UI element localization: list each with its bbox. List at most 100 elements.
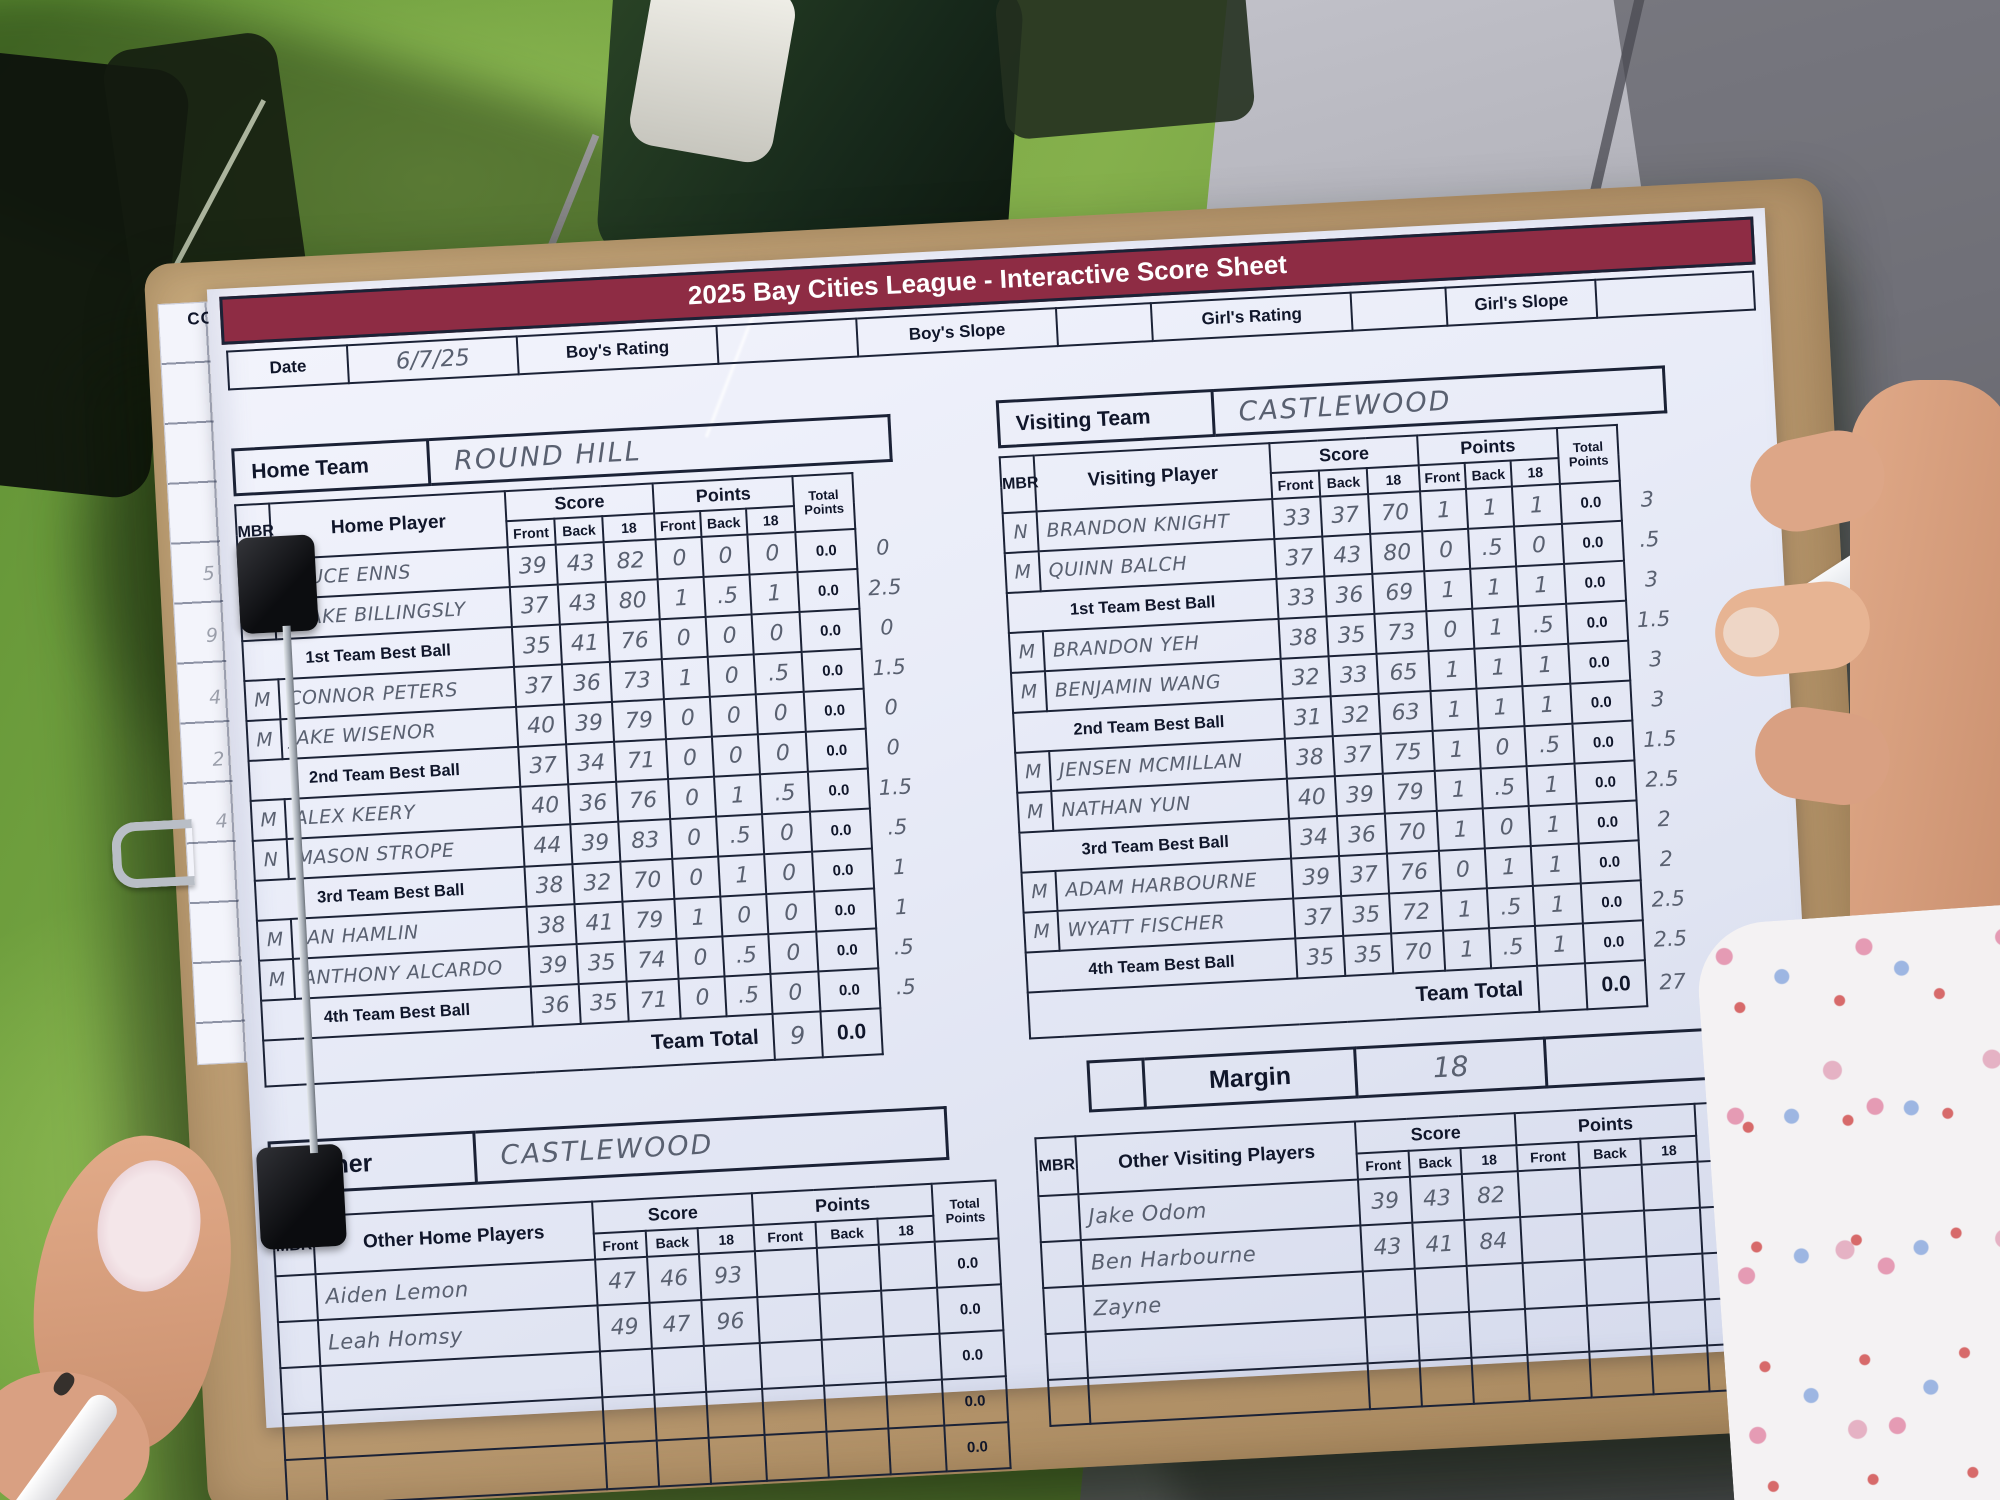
points-cell: 1	[1424, 568, 1473, 612]
points-cell: 0	[676, 936, 725, 979]
points-cell: 0	[665, 736, 715, 780]
score-cell	[602, 1394, 657, 1444]
score-cell: 83	[618, 819, 673, 862]
score-front-header: Front	[1270, 470, 1321, 500]
points-cell: .5	[1524, 723, 1575, 767]
total-points-handwritten: 2.5	[1650, 886, 1686, 912]
score-cell: 38	[1284, 736, 1335, 779]
total-points-printed: 0.0	[816, 928, 879, 972]
score-cell: 39	[528, 944, 579, 987]
points-18-header: 18	[746, 506, 796, 535]
points-cell: 0	[1482, 806, 1531, 849]
handwritten-totals-column	[852, 470, 907, 529]
total-points-handwritten: 2	[1656, 806, 1672, 832]
total-points-handwritten: 1.5	[878, 774, 913, 801]
score-cell: 38	[1278, 616, 1329, 659]
points-cell: 1	[1522, 683, 1573, 727]
score-cell: 35	[1295, 935, 1346, 979]
score-cell: 39	[1357, 1176, 1413, 1226]
member-code-cell: N	[1002, 511, 1039, 554]
total-points-printed: 0.0	[1570, 680, 1633, 724]
points-cell: 1	[1443, 928, 1492, 971]
points-back-header: Back	[1578, 1138, 1642, 1168]
total-points-handwritten: 1	[894, 894, 909, 920]
score-cell: 31	[1282, 696, 1333, 739]
points-cell: 1	[1530, 843, 1581, 886]
points-cell	[826, 1428, 891, 1478]
member-code-cell: N	[252, 839, 289, 881]
score-cell: 32	[1280, 656, 1331, 699]
score-cell: 36	[568, 781, 619, 825]
points-cell	[885, 1379, 945, 1429]
total-points-printed: 0.0	[1564, 560, 1627, 604]
total-points-handwritten: .5	[886, 814, 909, 840]
score-cell: 33	[1276, 576, 1327, 619]
total-points-printed: 0.0	[1561, 520, 1624, 564]
visiting-team-label: Visiting Team	[995, 388, 1216, 449]
score-cell: 33	[1328, 653, 1379, 697]
points-cell: 0	[711, 734, 760, 777]
score-cell: 80	[605, 579, 660, 623]
total-points-printed: 0.0	[795, 528, 858, 573]
team-total-value: 0.0	[1584, 960, 1648, 1010]
points-cell: 1	[674, 896, 723, 939]
score-front-header: Front	[1356, 1150, 1410, 1180]
points-cell: 0	[751, 611, 802, 655]
margin-label: Margin	[1144, 1046, 1359, 1110]
points-cell: 1	[718, 854, 767, 897]
total-points-handwritten: 1.5	[1642, 726, 1678, 752]
score-cell: 37	[1274, 536, 1325, 579]
score-cell: 70	[1368, 491, 1423, 534]
score-cell	[654, 1391, 709, 1441]
member-code-cell: M	[1008, 631, 1045, 673]
points-cell: .5	[1468, 526, 1517, 569]
visiting-players-table: MBR Visiting Player Score Points Total P…	[999, 421, 1700, 1039]
score-cell: 36	[530, 984, 581, 1027]
score-cell	[1466, 1263, 1525, 1312]
total-points-printed: 0.0	[803, 688, 866, 732]
date-label: Date	[227, 345, 349, 390]
points-cell: 0	[755, 691, 806, 735]
total-points-handwritten: 2	[1658, 846, 1674, 872]
home-team-label: Home Team	[231, 438, 432, 497]
score-cell: 37	[1320, 494, 1371, 537]
score-cell: 73	[1374, 611, 1429, 654]
total-points-printed: 0.0	[944, 1422, 1011, 1472]
score-cell	[706, 1388, 765, 1438]
boys-rating-value	[716, 318, 859, 364]
total-points-printed: 0.0	[799, 608, 862, 652]
points-cell	[1589, 1348, 1654, 1398]
points-cell: 0	[762, 811, 813, 855]
points-cell: 1	[1528, 803, 1579, 847]
score-cell: 43	[1322, 533, 1373, 577]
points-cell	[1520, 1213, 1585, 1264]
points-cell	[1522, 1259, 1587, 1309]
pencil-mark: 5	[202, 562, 216, 586]
member-code-cell: M	[1021, 870, 1058, 913]
score-sheet-paper: 2025 Bay Cities League - Interactive Sco…	[206, 207, 1825, 1500]
total-points-printed: 0.0	[1580, 880, 1643, 924]
total-points-handwritten: 0	[875, 535, 891, 560]
total-points-handwritten: 1	[892, 854, 907, 880]
points-cell: 0	[709, 694, 758, 737]
points-front-header: Front	[753, 1221, 817, 1252]
points-cell: 0	[766, 891, 817, 935]
points-18-header: 18	[877, 1215, 935, 1245]
points-cell: .5	[1518, 603, 1569, 647]
score-cell: 76	[607, 619, 662, 662]
boys-slope-value	[1055, 303, 1153, 347]
member-code-cell	[282, 1412, 326, 1461]
visiting-section: Visiting Team CASTLEWOOD MBR Visiting Pl…	[995, 360, 1819, 1427]
score-cell: 70	[620, 858, 675, 902]
member-code-cell	[277, 1320, 321, 1369]
total-points-printed: 0.0	[1566, 600, 1629, 644]
mbr-header: MBR	[999, 455, 1039, 514]
score-cell: 41	[574, 901, 625, 945]
score-cell: 41	[559, 622, 610, 665]
points-cell: 0	[659, 616, 708, 660]
points-back-header: Back	[1464, 460, 1512, 489]
score-cell	[1417, 1311, 1472, 1361]
total-points-handwritten: 2.5	[1653, 925, 1688, 952]
score-cell	[651, 1345, 707, 1395]
